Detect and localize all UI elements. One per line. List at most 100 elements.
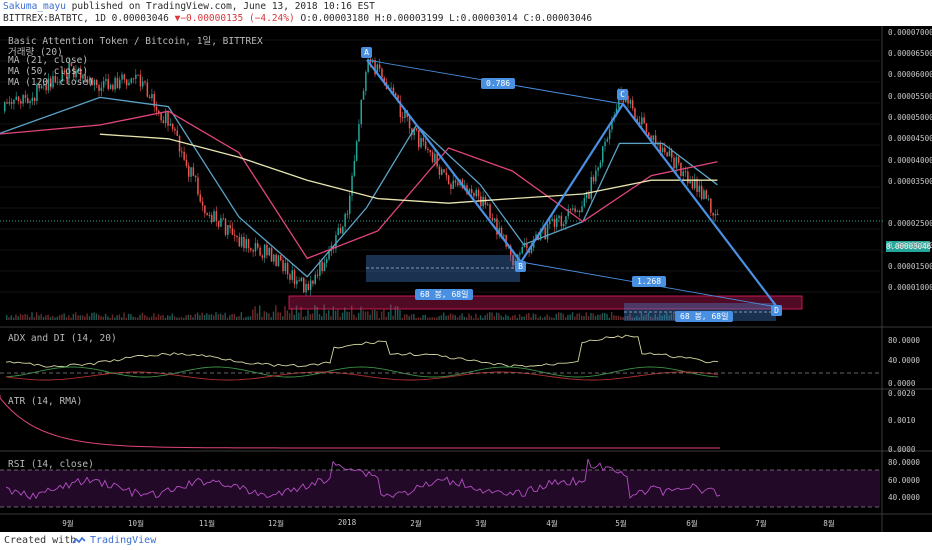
- x-tick: 3월: [475, 519, 487, 528]
- candle-body: [397, 95, 399, 102]
- candle-body: [268, 248, 270, 256]
- candle-body: [114, 77, 116, 90]
- candle-body: [162, 120, 165, 124]
- candle-body: [450, 184, 452, 189]
- candle-body: [457, 182, 459, 186]
- candle-body: [546, 224, 549, 240]
- volume-bar: [215, 312, 217, 320]
- candle-body: [588, 192, 590, 199]
- volume-bar: [668, 315, 670, 320]
- chart-area[interactable]: Basic Attention Token / Bitcoin, 1일, BIT…: [0, 26, 932, 532]
- price-tick: 0.00006000: [888, 70, 932, 79]
- candle-body: [270, 248, 273, 262]
- volume-bar: [431, 317, 433, 320]
- volume-bar: [461, 313, 463, 320]
- abcd-pattern-line: [366, 59, 778, 308]
- candle-body: [703, 190, 705, 199]
- volume-bar: [663, 314, 666, 320]
- candle-body: [123, 74, 126, 80]
- volume-bar: [426, 317, 429, 320]
- candle-body: [300, 277, 303, 282]
- candle-body: [705, 190, 707, 199]
- candle-body: [567, 209, 569, 217]
- candle-body: [107, 79, 109, 89]
- candle-body: [441, 169, 443, 175]
- volume-bar: [546, 314, 548, 320]
- candle-body: [142, 81, 144, 87]
- point-c[interactable]: C: [617, 89, 628, 100]
- volume-bar: [339, 316, 341, 320]
- volume-bar: [318, 314, 321, 320]
- candle-body: [523, 243, 526, 248]
- candle-body: [418, 130, 420, 148]
- volume-bar: [153, 313, 155, 320]
- ratio-ac-label[interactable]: 0.786: [481, 78, 516, 89]
- volume-bar: [137, 317, 139, 320]
- volume-bar: [569, 314, 571, 320]
- date-range-label-1[interactable]: 68 봉, 68일: [415, 289, 474, 300]
- candle-body: [549, 220, 551, 225]
- candle-body: [328, 251, 330, 260]
- volume-bar: [213, 315, 215, 320]
- volume-bar: [121, 317, 123, 320]
- volume-bar: [353, 314, 355, 320]
- volume-bar: [604, 312, 606, 320]
- price-tick: 0.00002000: [888, 241, 932, 250]
- date-range-label-2[interactable]: 68 봉, 68일: [675, 311, 734, 322]
- volume-bar: [548, 316, 551, 320]
- volume-bar: [424, 314, 426, 320]
- x-tick: 8월: [823, 519, 835, 528]
- candle-body: [675, 157, 678, 169]
- candle-body: [296, 280, 298, 285]
- volume-bar: [587, 316, 590, 320]
- volume-bar: [332, 306, 334, 320]
- candle-body: [408, 116, 411, 129]
- candle-body: [227, 225, 229, 235]
- candle-body: [47, 78, 50, 91]
- point-b[interactable]: B: [515, 261, 526, 272]
- author-link[interactable]: Sakuma_mayu: [3, 1, 66, 12]
- candle-body: [362, 90, 365, 100]
- candle-body: [316, 274, 319, 276]
- x-tick: 12월: [267, 519, 285, 528]
- volume-bar: [364, 311, 367, 320]
- candle-body: [553, 218, 556, 227]
- volume-bar: [516, 317, 518, 320]
- volume-bar: [447, 315, 449, 320]
- candle-body: [38, 84, 40, 89]
- candle-body: [282, 260, 284, 272]
- volume-bar: [176, 317, 178, 320]
- volume-bar: [489, 312, 491, 320]
- candle-body: [229, 225, 231, 229]
- ratio-bd-label[interactable]: 1.268: [632, 276, 667, 287]
- volume-bar: [633, 317, 636, 320]
- candle-body: [8, 101, 11, 104]
- ma21-label: MA (21, close): [8, 55, 89, 66]
- volume-bar: [291, 307, 293, 320]
- point-a[interactable]: A: [361, 47, 372, 58]
- rsi-tick: 40.0000: [888, 493, 921, 502]
- volume-bar: [429, 317, 431, 320]
- volume-bar: [620, 316, 622, 320]
- candle-body: [717, 213, 719, 215]
- candle-body: [677, 157, 680, 163]
- volume-bar: [613, 315, 615, 320]
- point-d[interactable]: D: [771, 305, 782, 316]
- x-tick: 2018: [337, 518, 357, 527]
- candle-body: [31, 97, 34, 102]
- candle-body: [698, 185, 701, 192]
- candle-body: [174, 128, 176, 131]
- volume-bar: [661, 315, 663, 320]
- volume-bar: [378, 317, 380, 320]
- candle-body: [102, 80, 105, 88]
- price-tick: 0.00001500: [888, 262, 932, 271]
- candle-body: [15, 96, 17, 100]
- candle-body: [468, 189, 471, 195]
- candle-body: [183, 151, 185, 160]
- candle-body: [197, 177, 199, 195]
- atr-tick: 0.0010: [888, 416, 916, 425]
- volume-bar: [571, 312, 574, 320]
- tradingview-brand-link[interactable]: TradingView: [90, 535, 157, 546]
- x-tick: 9월: [62, 519, 74, 528]
